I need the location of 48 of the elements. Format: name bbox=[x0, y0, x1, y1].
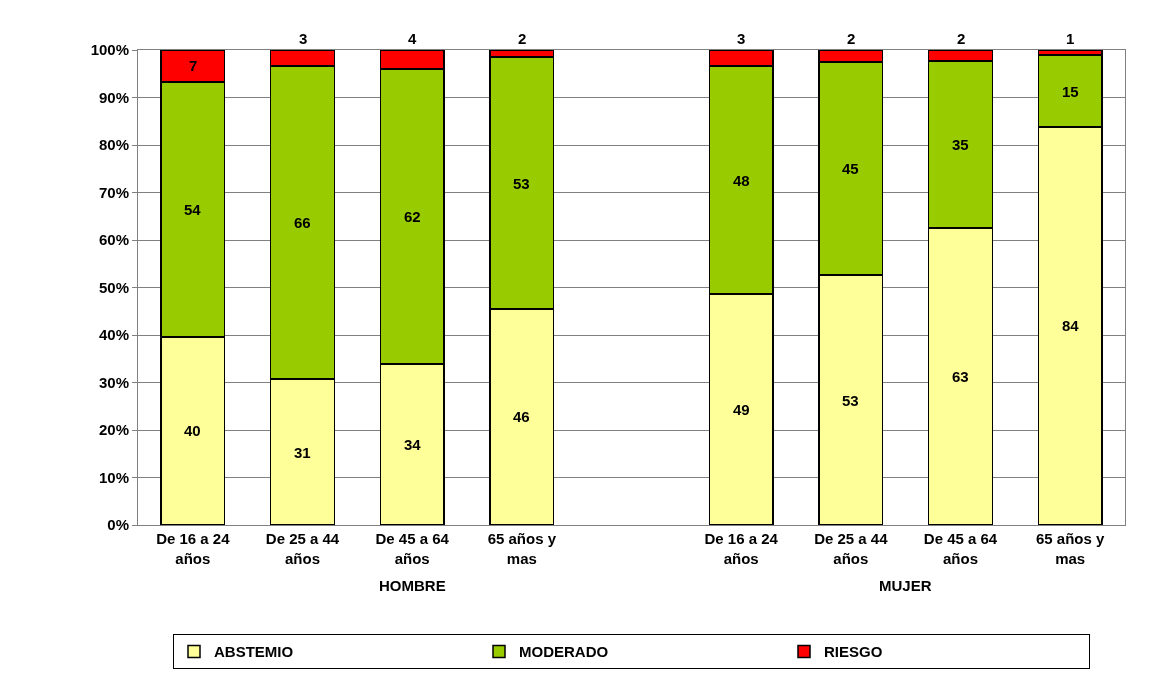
x-tick-label: 65 años y mas bbox=[487, 530, 557, 567]
legend-label: ABSTEMIO bbox=[214, 643, 294, 661]
data-label: 48 bbox=[733, 172, 750, 189]
data-label: 1 bbox=[1066, 30, 1075, 47]
data-label: 3 bbox=[299, 30, 308, 47]
data-label: 63 bbox=[952, 368, 969, 385]
data-label: 34 bbox=[404, 436, 422, 453]
data-label: 31 bbox=[294, 444, 311, 461]
data-label: 2 bbox=[518, 30, 527, 47]
legend-label: MODERADO bbox=[519, 643, 609, 661]
data-label: 2 bbox=[957, 30, 966, 47]
data-label: 53 bbox=[513, 175, 530, 192]
legend-label: RIESGO bbox=[824, 643, 883, 661]
y-tick-label: 0% bbox=[107, 516, 129, 534]
data-label: 4 bbox=[408, 30, 417, 47]
x-tick-label: De 16 a 24 años bbox=[156, 530, 231, 567]
text: MUJER bbox=[879, 577, 932, 594]
y-tick-label: 100% bbox=[90, 41, 129, 59]
data-label: 15 bbox=[1062, 83, 1079, 100]
data-label: 66 bbox=[294, 214, 311, 231]
data-label: 2 bbox=[847, 30, 856, 47]
x-tick-label: De 45 a 64 años bbox=[923, 530, 998, 567]
y-tick-label: 30% bbox=[98, 373, 129, 391]
data-label: 7 bbox=[189, 57, 198, 74]
data-label: 45 bbox=[842, 160, 859, 177]
x-tick-label: De 25 a 44 años bbox=[265, 530, 340, 567]
data-label: 62 bbox=[404, 208, 421, 225]
x-tick-label: 65 años y mas bbox=[1035, 530, 1106, 567]
y-tick-label: 80% bbox=[98, 136, 129, 154]
data-label: 53 bbox=[842, 392, 859, 409]
y-tick-label: 60% bbox=[98, 231, 129, 249]
y-tick-label: 20% bbox=[98, 421, 129, 439]
y-tick-label: 50% bbox=[98, 278, 129, 296]
data-label: 84 bbox=[1062, 317, 1080, 334]
x-tick-label: De 45 a 64 años bbox=[375, 530, 450, 567]
data-label: 49 bbox=[733, 401, 750, 418]
y-tick-label: 40% bbox=[98, 326, 129, 344]
y-tick-label: 70% bbox=[98, 183, 129, 201]
y-tick-label: 90% bbox=[98, 88, 129, 106]
data-label: 54 bbox=[184, 201, 202, 218]
x-tick-label: De 25 a 44 años bbox=[814, 530, 889, 567]
data-label: 46 bbox=[513, 408, 530, 425]
text: HOMBRE bbox=[379, 577, 446, 594]
y-tick-label: 10% bbox=[98, 468, 129, 486]
data-label: 35 bbox=[952, 136, 969, 153]
data-label: 40 bbox=[184, 422, 201, 439]
data-label: 3 bbox=[737, 30, 746, 47]
x-tick-label: De 16 a 24 años bbox=[704, 530, 779, 567]
